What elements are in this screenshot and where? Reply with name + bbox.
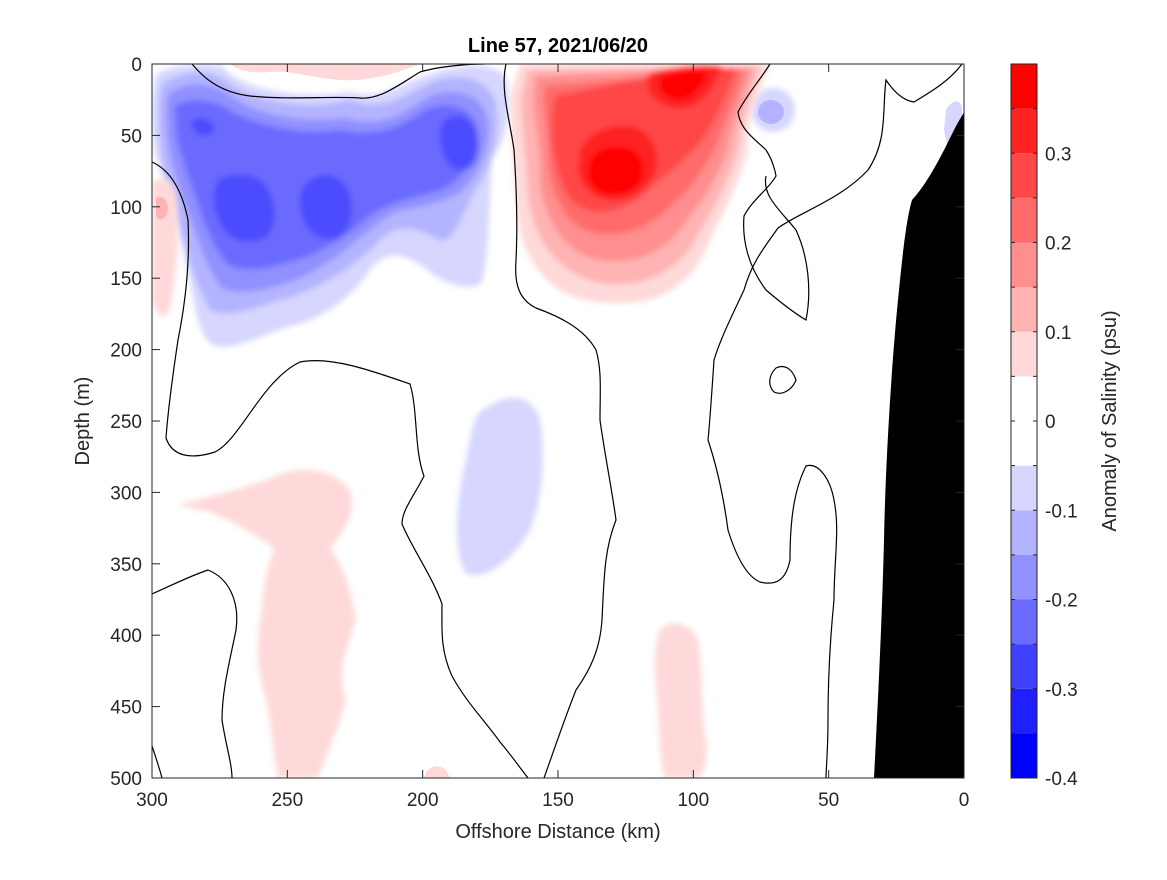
x-tick-label: 100: [677, 790, 709, 811]
saline-patch-deep-west: [178, 470, 356, 778]
colorbar-swatch: [1011, 644, 1037, 689]
plot-area: 300 250 200 150 100 50 0 050100150200250300350…: [110, 55, 969, 811]
colorbar-swatch: [1011, 331, 1037, 377]
y-tick-label: 50: [121, 126, 142, 147]
zero-contour-coastal: [737, 64, 810, 321]
y-tick-label: 150: [110, 269, 142, 290]
saline-patch-edge-core: [156, 196, 168, 220]
zero-contour-deep-west: [152, 569, 238, 778]
x-tick-label: 200: [407, 790, 439, 811]
seafloor: [874, 112, 964, 778]
y-tick-label: 450: [110, 698, 142, 719]
colorbar-swatch: [1011, 153, 1037, 198]
fresh-anomaly-region: [152, 64, 510, 347]
x-axis: 300 250 200 150 100 50 0: [136, 64, 969, 811]
zero-contours: [152, 64, 963, 778]
zero-contour-bottom-left: [152, 745, 163, 778]
y-tick-label: 0: [131, 55, 142, 76]
x-tick-label: 250: [271, 790, 303, 811]
colorbar-swatch: [1011, 242, 1037, 288]
saline-level-0.35: [588, 70, 708, 195]
colorbar-swatch: [1011, 287, 1037, 332]
x-axis-label: Offshore Distance (km): [455, 821, 660, 843]
colorbar-tick-label: 0.2: [1045, 234, 1071, 255]
x-tick-label: 50: [818, 790, 839, 811]
saline-patch-deep-east: [654, 623, 707, 778]
fresh-level-0.25: [190, 116, 479, 242]
colorbar-swatch: [1011, 688, 1037, 734]
y-tick-label: 250: [110, 412, 142, 433]
colorbar-tick-label: -0.2: [1045, 591, 1078, 612]
colorbar-tick-label: -0.4: [1045, 769, 1078, 790]
colorbar-swatch: [1011, 465, 1037, 511]
y-tick-label: 300: [110, 483, 142, 504]
y-axis-label: Depth (m): [72, 377, 94, 466]
y-tick-label: 400: [110, 626, 142, 647]
colorbar-swatch: [1011, 510, 1037, 555]
y-tick-label: 500: [110, 769, 142, 790]
zero-contour-east-of-core: [503, 64, 617, 778]
colorbar-swatch: [1011, 64, 1037, 109]
zero-contour-eddy: [769, 365, 797, 394]
colorbar-tick-label: 0.3: [1045, 144, 1071, 165]
x-tick-label: 150: [542, 790, 574, 811]
colorbar: 0.3 0.2 0.1 0 -0.1 -0.2 -0.3 -0.4: [1010, 63, 1078, 790]
y-tick-label: 350: [110, 555, 142, 576]
colorbar-label: Anomaly of Salinity (psu): [1099, 310, 1121, 531]
colorbar-swatch: [1011, 108, 1037, 154]
saline-anomaly-region: [510, 64, 770, 304]
y-axis: 0 50 100 150 200 250 300 350 400 450 500: [110, 55, 964, 790]
saline-patch-bottom: [424, 766, 450, 778]
zero-contour-surface-lobe: [191, 64, 485, 99]
colorbar-tick-label: -0.1: [1045, 501, 1078, 522]
colorbar-swatch: [1011, 197, 1037, 243]
x-tick-label: 300: [136, 790, 168, 811]
y-tick-label: 100: [110, 198, 142, 219]
anomaly-field: [152, 64, 964, 778]
y-tick-label: 200: [110, 341, 142, 362]
colorbar-tick-label: 0: [1045, 412, 1056, 433]
fresh-patch-coastal-core: [758, 100, 784, 124]
chart-title: Line 57, 2021/06/20: [468, 35, 648, 57]
colorbar-swatch: [1011, 599, 1037, 645]
colorbar-swatch: [1011, 421, 1037, 466]
saline-patch-surface: [230, 64, 420, 81]
x-tick-label: 0: [959, 790, 970, 811]
zero-contour-west-shallow: [152, 161, 529, 778]
colorbar-frame: [1010, 63, 1038, 779]
zero-contour-nearshore: [707, 64, 963, 778]
colorbar-tick-label: 0.1: [1045, 323, 1071, 344]
colorbar-swatch: [1011, 376, 1037, 421]
fresh-patch-deep: [456, 397, 543, 576]
colorbar-swatch: [1011, 733, 1037, 778]
colorbar-tick-label: -0.3: [1045, 680, 1078, 701]
colorbar-swatch: [1011, 554, 1037, 600]
